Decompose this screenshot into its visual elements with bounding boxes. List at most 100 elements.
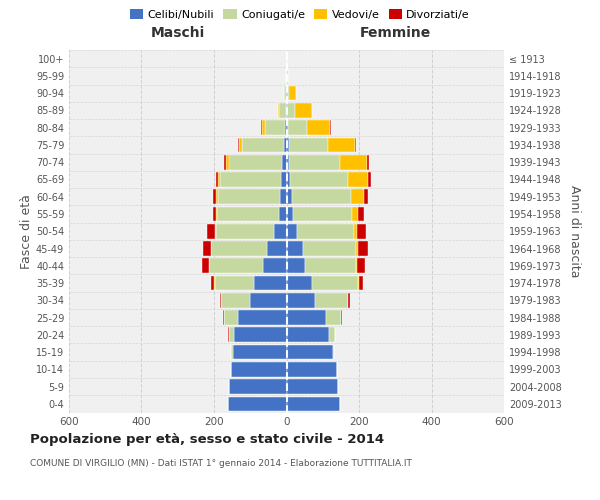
Bar [279,103,286,118]
Bar [287,328,329,342]
Bar [287,120,288,135]
Bar [288,120,307,135]
Bar [305,258,356,273]
Bar [209,258,263,273]
Bar [229,155,282,170]
Bar [211,241,266,256]
Bar [242,138,284,152]
Bar [358,241,368,256]
Bar [287,362,337,376]
Bar [357,224,366,238]
Text: COMUNE DI VIRGILIO (MN) - Dati ISTAT 1° gennaio 2014 - Elaborazione TUTTITALIA.I: COMUNE DI VIRGILIO (MN) - Dati ISTAT 1° … [30,459,412,468]
Bar [341,310,342,325]
Bar [279,206,287,222]
Bar [284,138,287,152]
Bar [280,190,287,204]
Bar [224,310,238,325]
Bar [238,310,287,325]
Bar [357,258,365,273]
Bar [364,190,368,204]
Bar [359,276,363,290]
Y-axis label: Fasce di età: Fasce di età [20,194,33,268]
Bar [266,241,287,256]
Bar [329,328,335,342]
Bar [293,206,352,222]
Bar [295,103,311,118]
Bar [348,172,368,187]
Bar [234,328,287,342]
Bar [326,310,341,325]
Bar [307,120,331,135]
Bar [287,241,303,256]
Bar [250,293,287,308]
Bar [265,120,285,135]
Bar [358,206,364,222]
Bar [296,224,354,238]
Bar [287,380,338,394]
Bar [350,190,364,204]
Bar [228,396,287,411]
Bar [287,206,293,222]
Bar [274,224,287,238]
Bar [287,310,326,325]
Bar [212,206,216,222]
Bar [284,86,286,101]
Bar [287,258,305,273]
Bar [287,138,289,152]
Bar [215,276,254,290]
Bar [354,224,357,238]
Bar [287,155,289,170]
Bar [368,172,371,187]
Text: Popolazione per età, sesso e stato civile - 2014: Popolazione per età, sesso e stato civil… [30,432,384,446]
Bar [349,293,350,308]
Bar [352,206,358,222]
Bar [355,138,356,152]
Bar [229,328,234,342]
Bar [287,293,315,308]
Bar [229,380,287,394]
Bar [202,258,209,273]
Bar [287,396,340,411]
Bar [216,224,274,238]
Bar [287,190,292,204]
Bar [216,190,218,204]
Bar [286,103,287,118]
Bar [367,155,369,170]
Bar [224,155,226,170]
Bar [333,344,334,360]
Bar [263,258,287,273]
Bar [287,224,296,238]
Bar [312,276,358,290]
Bar [238,138,239,152]
Bar [220,293,221,308]
Bar [217,206,279,222]
Bar [290,172,348,187]
Bar [287,103,295,118]
Legend: Celibi/Nubili, Coniugati/e, Vedovi/e, Divorziati/e: Celibi/Nubili, Coniugati/e, Vedovi/e, Di… [125,4,475,24]
Bar [303,241,356,256]
Bar [289,86,296,101]
Bar [216,206,217,222]
Bar [289,155,340,170]
Text: Maschi: Maschi [151,26,205,40]
Bar [226,155,229,170]
Bar [216,172,218,187]
Bar [254,276,287,290]
Bar [287,276,312,290]
Bar [328,138,355,152]
Bar [315,293,348,308]
Bar [289,138,328,152]
Bar [262,120,265,135]
Bar [220,172,281,187]
Bar [218,172,220,187]
Bar [287,344,333,360]
Bar [208,224,215,238]
Bar [211,276,214,290]
Bar [218,190,280,204]
Text: Femmine: Femmine [359,26,431,40]
Bar [278,103,279,118]
Y-axis label: Anni di nascita: Anni di nascita [568,185,581,278]
Bar [213,190,216,204]
Bar [282,155,287,170]
Bar [281,172,287,187]
